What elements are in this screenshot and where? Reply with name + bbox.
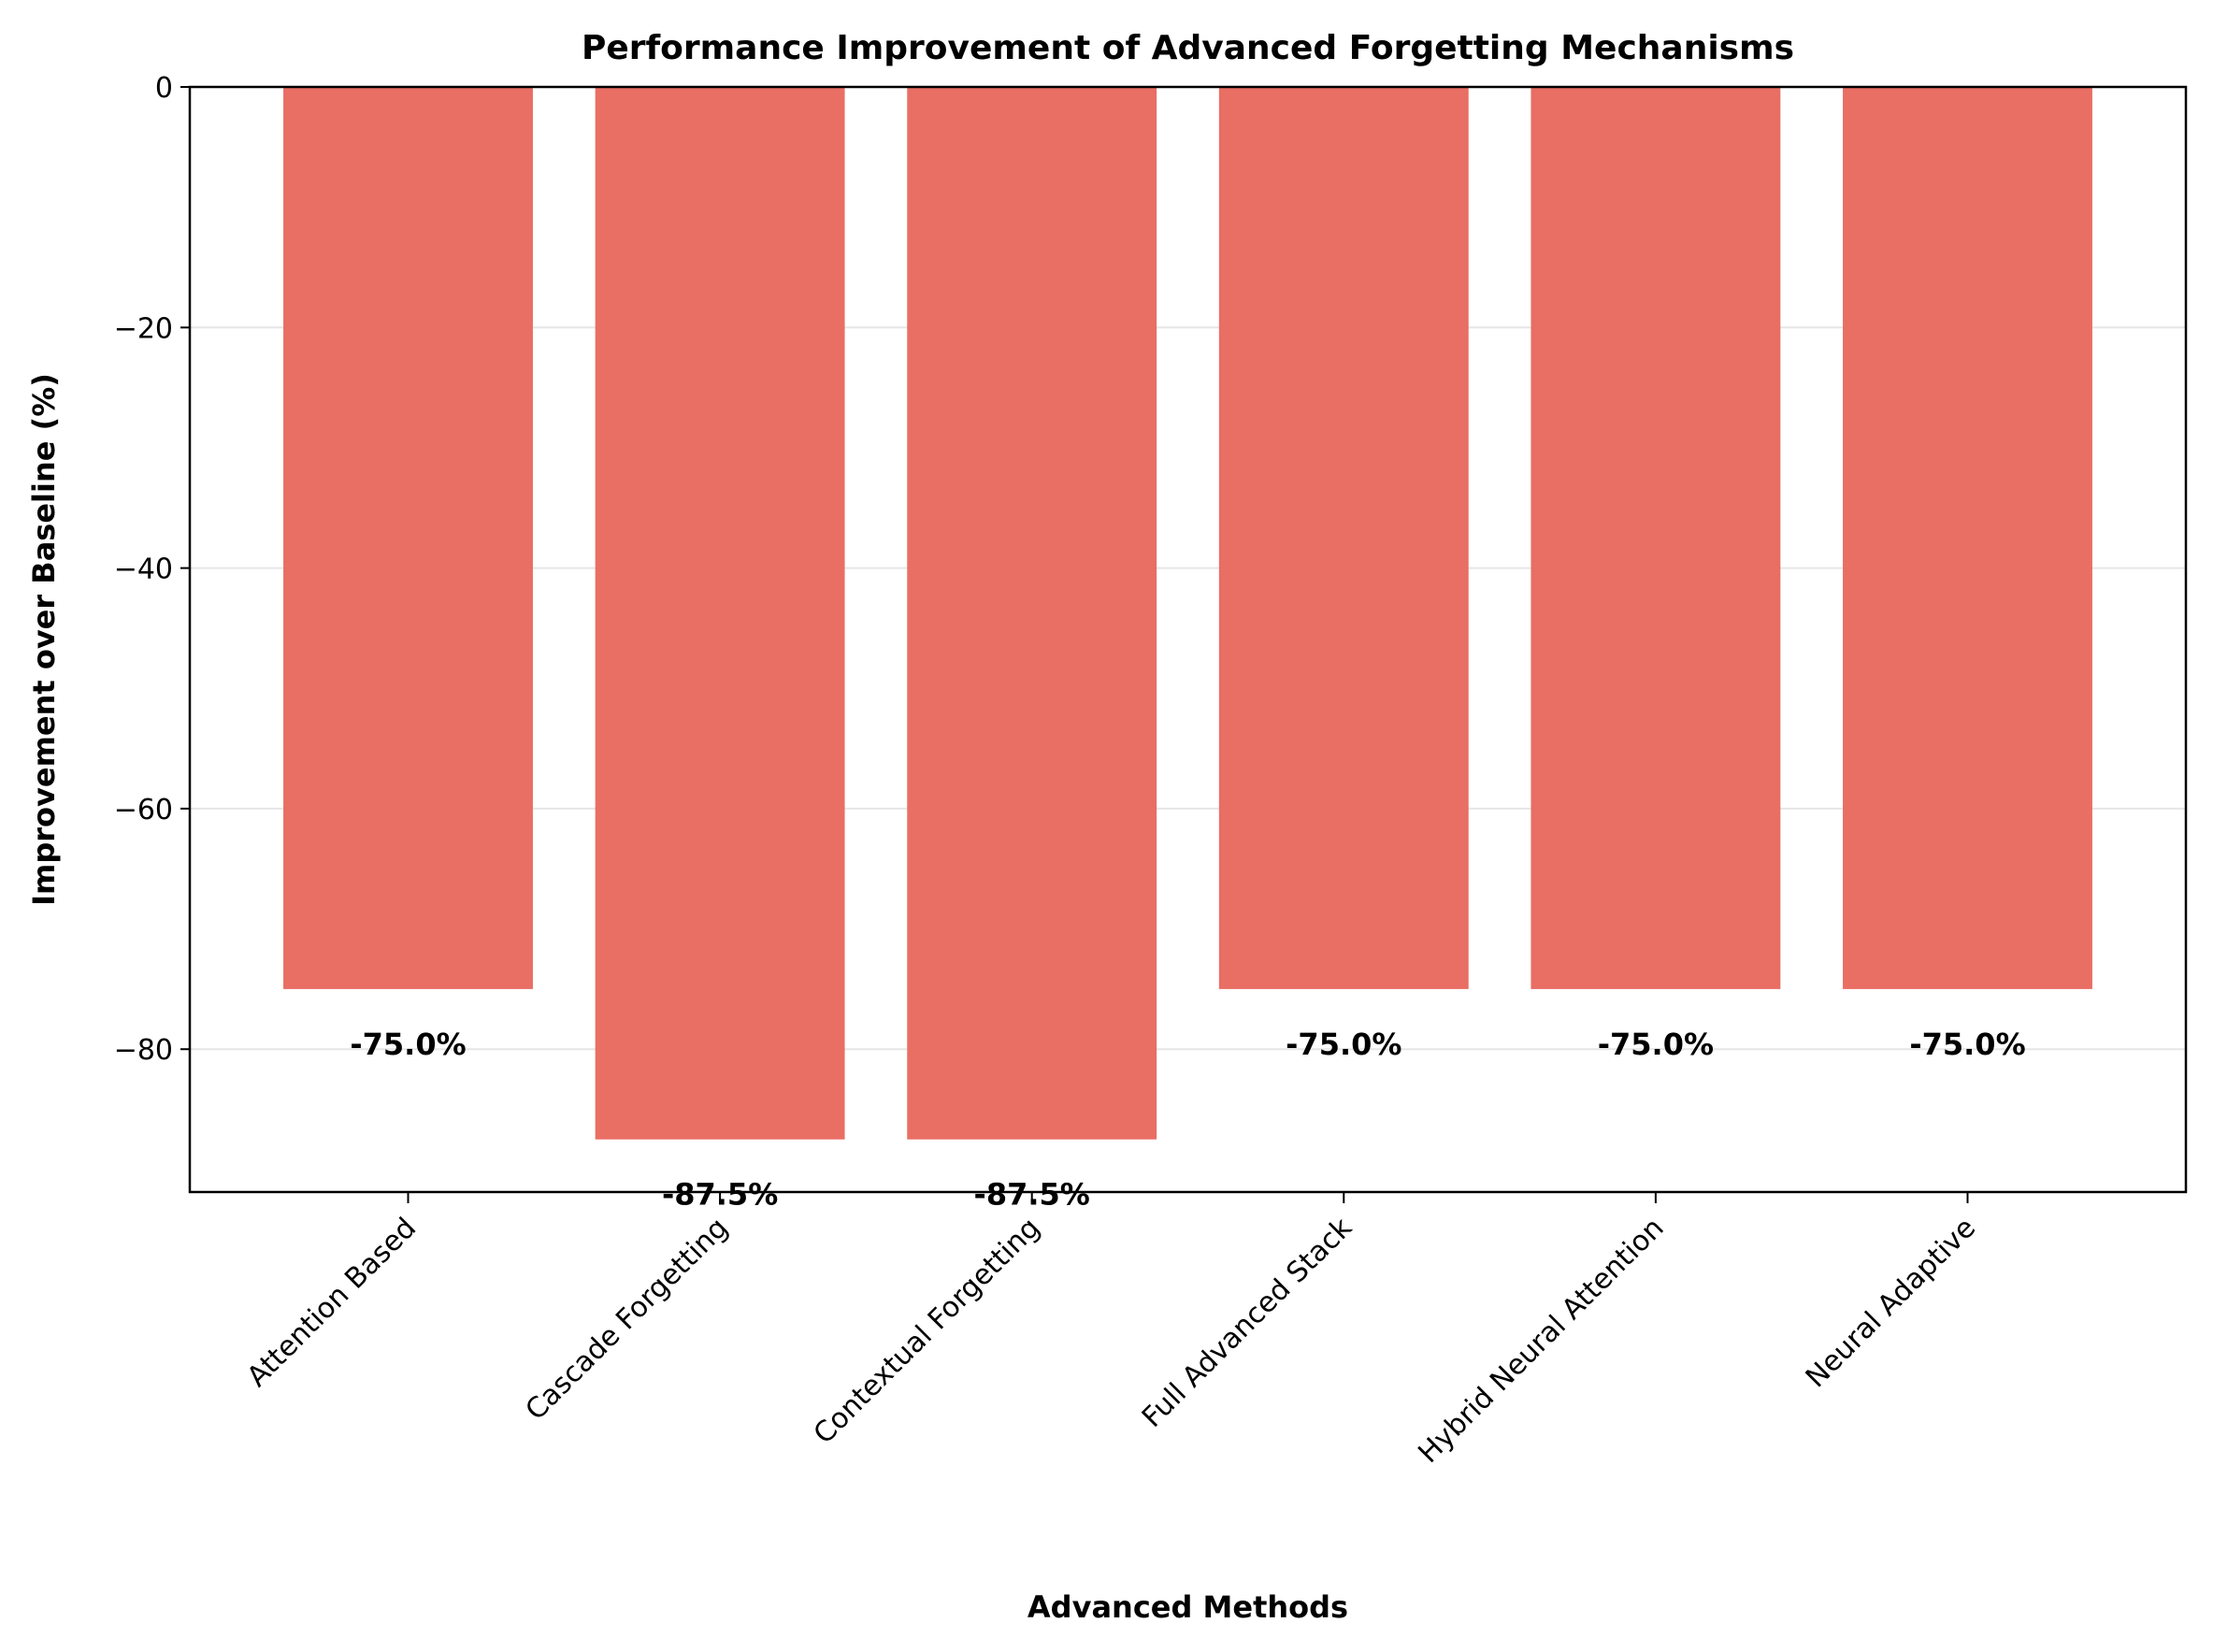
y-tick-label: −40 [114,553,173,586]
bar-value-label: -75.0% [350,1027,466,1062]
bar [907,87,1157,1140]
bar [283,87,533,989]
chart-title: Performance Improvement of Advanced Forg… [582,29,1794,67]
y-axis-label: Improvement over Baseline (%) [26,373,62,906]
bars [283,87,2092,1140]
bar [1843,87,2092,989]
bar-value-label: -87.5% [974,1177,1090,1213]
y-tick-label: −20 [114,312,173,345]
plot-frame [188,85,2188,1194]
bar-value-label: -75.0% [1909,1027,2025,1062]
y-tick-label: 0 [155,72,173,105]
x-axis-label: Advanced Methods [1027,1589,1348,1625]
bar-value-label: -75.0% [1286,1027,1401,1062]
bar-value-label: -75.0% [1598,1027,1714,1062]
bar-value-labels: -75.0% -87.5% -87.5% -75.0% -75.0% -75.0% [350,1027,2025,1213]
y-axis-ticks: 0 −20 −40 −60 −80 [114,72,190,1067]
y-tick-label: −80 [114,1034,173,1067]
bar [1218,87,1469,989]
bar [1530,87,1781,989]
y-tick-label: −60 [114,794,173,826]
bar-value-label: -87.5% [662,1177,778,1213]
bar [595,87,845,1140]
